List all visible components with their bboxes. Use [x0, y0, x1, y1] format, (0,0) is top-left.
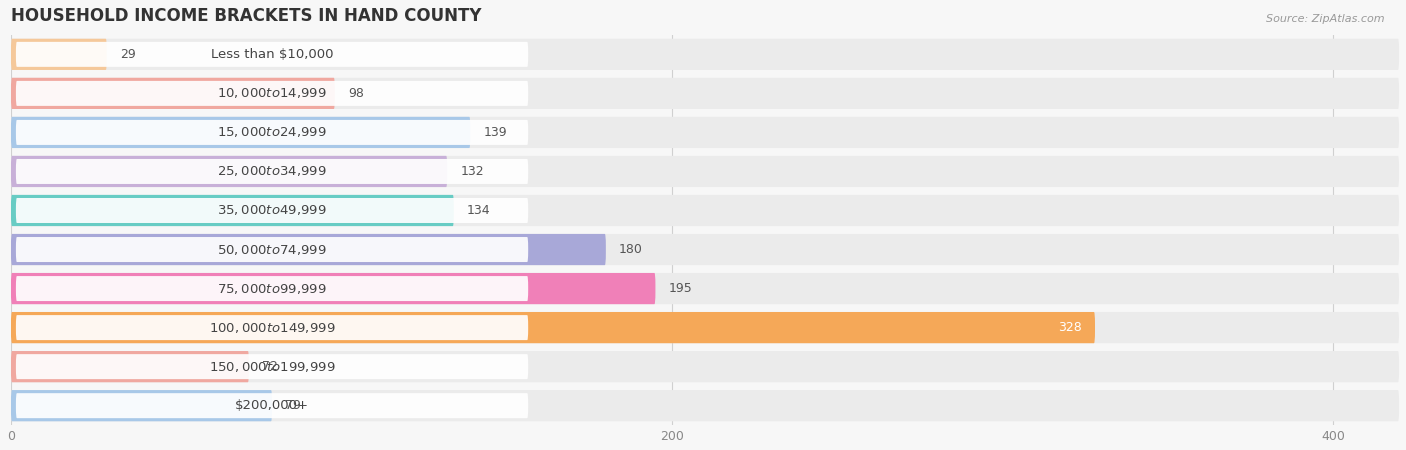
FancyBboxPatch shape — [11, 117, 1399, 148]
FancyBboxPatch shape — [11, 156, 447, 187]
FancyBboxPatch shape — [11, 351, 249, 382]
FancyBboxPatch shape — [15, 42, 529, 67]
Text: 328: 328 — [1059, 321, 1081, 334]
FancyBboxPatch shape — [11, 351, 1399, 382]
Text: 98: 98 — [349, 87, 364, 100]
FancyBboxPatch shape — [15, 237, 529, 262]
Text: 180: 180 — [619, 243, 643, 256]
FancyBboxPatch shape — [15, 120, 529, 145]
FancyBboxPatch shape — [11, 234, 1399, 265]
Text: $75,000 to $99,999: $75,000 to $99,999 — [217, 282, 326, 296]
FancyBboxPatch shape — [15, 198, 529, 223]
FancyBboxPatch shape — [11, 273, 1399, 304]
FancyBboxPatch shape — [15, 81, 529, 106]
FancyBboxPatch shape — [15, 159, 529, 184]
FancyBboxPatch shape — [11, 234, 606, 265]
FancyBboxPatch shape — [11, 273, 655, 304]
Text: $100,000 to $149,999: $100,000 to $149,999 — [208, 320, 335, 335]
FancyBboxPatch shape — [11, 390, 1399, 421]
FancyBboxPatch shape — [11, 312, 1399, 343]
FancyBboxPatch shape — [11, 390, 271, 421]
Text: $50,000 to $74,999: $50,000 to $74,999 — [217, 243, 326, 256]
Text: HOUSEHOLD INCOME BRACKETS IN HAND COUNTY: HOUSEHOLD INCOME BRACKETS IN HAND COUNTY — [11, 7, 481, 25]
FancyBboxPatch shape — [15, 393, 529, 418]
Text: 195: 195 — [669, 282, 692, 295]
Text: 72: 72 — [262, 360, 278, 373]
Text: Source: ZipAtlas.com: Source: ZipAtlas.com — [1267, 14, 1385, 23]
Text: 132: 132 — [460, 165, 484, 178]
Text: $35,000 to $49,999: $35,000 to $49,999 — [217, 203, 326, 217]
FancyBboxPatch shape — [11, 39, 107, 70]
Text: 139: 139 — [484, 126, 508, 139]
Text: 134: 134 — [467, 204, 491, 217]
Text: $10,000 to $14,999: $10,000 to $14,999 — [217, 86, 326, 100]
FancyBboxPatch shape — [11, 39, 1399, 70]
FancyBboxPatch shape — [11, 117, 471, 148]
Text: $200,000+: $200,000+ — [235, 399, 309, 412]
FancyBboxPatch shape — [11, 195, 1399, 226]
Text: $150,000 to $199,999: $150,000 to $199,999 — [208, 360, 335, 374]
FancyBboxPatch shape — [15, 276, 529, 301]
FancyBboxPatch shape — [11, 195, 454, 226]
Text: $15,000 to $24,999: $15,000 to $24,999 — [217, 126, 326, 140]
FancyBboxPatch shape — [11, 312, 1095, 343]
FancyBboxPatch shape — [11, 156, 1399, 187]
Text: $25,000 to $34,999: $25,000 to $34,999 — [217, 164, 326, 179]
FancyBboxPatch shape — [15, 354, 529, 379]
Text: 29: 29 — [120, 48, 136, 61]
FancyBboxPatch shape — [11, 78, 335, 109]
FancyBboxPatch shape — [15, 315, 529, 340]
Text: Less than $10,000: Less than $10,000 — [211, 48, 333, 61]
Text: 79: 79 — [285, 399, 301, 412]
FancyBboxPatch shape — [11, 78, 1399, 109]
